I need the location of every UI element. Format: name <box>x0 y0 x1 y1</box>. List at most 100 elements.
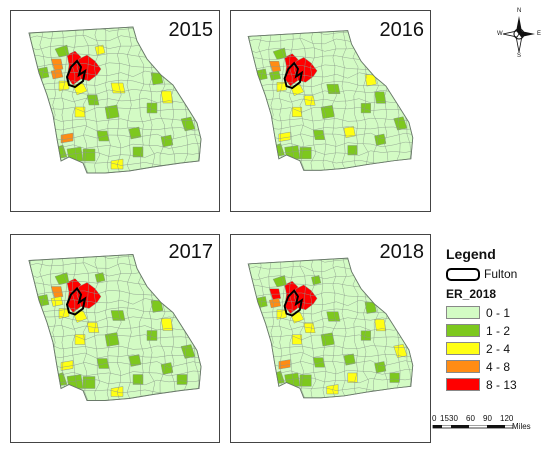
county-green <box>312 129 326 140</box>
county-boundary <box>352 258 359 398</box>
county-green <box>176 374 188 385</box>
county-yellow <box>259 114 270 125</box>
north-arrow-icon: N S W E <box>497 8 541 60</box>
west-label: W <box>497 31 503 37</box>
county-boundary <box>341 30 347 171</box>
county-yellow <box>86 322 100 333</box>
county-boundary <box>321 258 327 398</box>
county-green <box>96 358 110 369</box>
legend-swatch <box>446 342 480 355</box>
georgia-map-2016 <box>247 30 414 171</box>
county-yellow <box>291 334 303 345</box>
county-red <box>268 288 282 301</box>
east-label: E <box>537 31 542 37</box>
legend-class-3: 4 - 8 <box>446 360 546 376</box>
county-layer <box>29 254 201 401</box>
fulton-county-outline <box>65 59 87 89</box>
county-boundary <box>299 258 306 398</box>
georgia-map-2015 <box>28 26 202 174</box>
county-boundary <box>29 97 201 104</box>
legend-class-4: 8 - 13 <box>446 378 546 394</box>
county-boundary <box>29 106 201 113</box>
county-boundary <box>105 254 111 401</box>
fulton-county-outline <box>283 289 304 317</box>
county-green <box>110 310 126 321</box>
county-yellow <box>74 106 86 118</box>
county-boundary <box>138 27 145 173</box>
county-green <box>326 83 341 95</box>
legend-swatch <box>446 306 480 319</box>
county-green <box>96 130 110 142</box>
fulton-outline-swatch <box>446 268 480 281</box>
county-orange <box>50 68 64 80</box>
county-yellow <box>110 158 124 170</box>
county-boundary <box>71 27 79 173</box>
county-green <box>299 374 312 387</box>
legend-class-label: 4 - 8 <box>486 360 511 374</box>
legend-class-label: 2 - 4 <box>486 342 511 356</box>
county-boundary <box>299 30 306 171</box>
county-boundary <box>61 254 68 401</box>
county-boundary <box>248 98 413 105</box>
legend-class-0: 0 - 1 <box>446 306 546 322</box>
county-green <box>299 147 312 160</box>
fulton-county-outline <box>65 286 87 316</box>
state-border <box>28 254 202 401</box>
county-yellow <box>303 95 316 106</box>
legend-variable: ER_2018 <box>446 287 497 301</box>
county-boundary <box>126 27 132 173</box>
scale-tick: 120 <box>500 414 514 423</box>
county-boundary <box>341 258 347 398</box>
county-yellow <box>291 106 303 117</box>
county-boundary <box>29 116 201 123</box>
county-yellow <box>303 322 316 333</box>
county-yellow <box>326 384 339 395</box>
county-green <box>146 330 158 341</box>
county-yellow <box>278 131 291 142</box>
county-yellow <box>374 319 387 332</box>
scale-units: Miles <box>512 422 531 431</box>
scale-tick: 30 <box>449 414 458 423</box>
georgia-map-2018 <box>247 257 414 399</box>
county-boundary <box>82 27 90 173</box>
county-boundary <box>116 254 122 401</box>
county-boundary <box>289 30 296 171</box>
county-yellow <box>50 296 64 307</box>
county-green <box>94 272 106 283</box>
county-boundary <box>352 30 359 171</box>
county-orange <box>50 286 64 299</box>
year-label: 2017 <box>168 241 214 263</box>
county-orange <box>60 132 74 144</box>
county-green <box>82 148 96 162</box>
scale-bar-graphic <box>432 425 514 429</box>
county-boundary <box>29 325 201 332</box>
county-yellow <box>160 318 174 331</box>
county-yellow <box>60 360 74 371</box>
county-yellow <box>160 90 174 104</box>
legend-class-label: 8 - 13 <box>486 378 517 392</box>
county-orange <box>268 61 282 74</box>
county-green <box>82 376 96 389</box>
state-border <box>28 26 202 174</box>
scale-tick: 15 <box>440 414 449 423</box>
map-panel-2018: 2018 <box>230 234 431 443</box>
scale-tick: 60 <box>466 414 475 423</box>
scale-tick: 0 <box>432 414 437 423</box>
county-boundary <box>29 343 201 350</box>
county-yellow <box>364 74 377 87</box>
fulton-county-outline <box>283 61 304 90</box>
scale-tick: 90 <box>483 414 492 423</box>
county-green <box>150 72 164 86</box>
county-green <box>360 330 371 341</box>
county-boundary <box>116 27 122 173</box>
state-border <box>247 30 414 171</box>
county-boundary <box>278 258 285 398</box>
map-panel-2016: 2016 <box>230 10 431 212</box>
county-green <box>374 91 387 104</box>
county-boundary <box>289 258 296 398</box>
county-boundary <box>93 254 100 401</box>
legend-swatch <box>446 360 480 373</box>
county-boundary <box>310 30 317 171</box>
county-boundary <box>248 116 413 122</box>
legend-swatch <box>446 324 480 337</box>
